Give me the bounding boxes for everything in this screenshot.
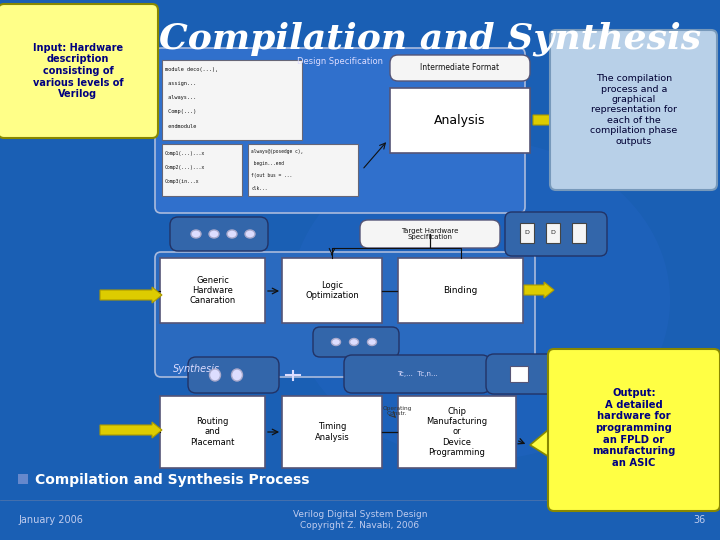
Bar (520, 223, 534, 243)
FancyBboxPatch shape (550, 30, 717, 190)
Text: Comp1(...)...x: Comp1(...)...x (165, 152, 205, 157)
Ellipse shape (232, 369, 243, 381)
Bar (282, 396, 382, 468)
Ellipse shape (245, 230, 255, 238)
FancyBboxPatch shape (188, 357, 279, 393)
Text: f(out bus = ...: f(out bus = ... (251, 173, 292, 179)
Text: Comp(...): Comp(...) (165, 110, 197, 114)
FancyArrow shape (100, 287, 162, 303)
Text: D: D (525, 231, 529, 235)
FancyArrow shape (100, 422, 162, 438)
Ellipse shape (191, 230, 201, 238)
Ellipse shape (210, 369, 220, 381)
Text: Timing
Analysis: Timing Analysis (315, 422, 349, 442)
Text: Comp3(in...x: Comp3(in...x (165, 179, 199, 185)
FancyBboxPatch shape (313, 327, 399, 357)
Text: Intermediate Format: Intermediate Format (420, 64, 500, 72)
Text: begin...end: begin...end (251, 161, 284, 166)
Bar (390, 88, 530, 153)
FancyBboxPatch shape (155, 252, 535, 377)
Ellipse shape (331, 339, 341, 346)
Bar (398, 258, 523, 323)
Text: Tc,...  Tc,n...: Tc,... Tc,n... (397, 371, 437, 377)
Bar (510, 366, 528, 382)
FancyBboxPatch shape (155, 48, 525, 213)
Text: Binding: Binding (444, 286, 477, 295)
Bar (160, 258, 265, 323)
FancyBboxPatch shape (505, 212, 607, 256)
FancyBboxPatch shape (486, 354, 562, 394)
Text: Analysis: Analysis (434, 114, 486, 127)
Text: Generic
Hardware
Canaration: Generic Hardware Canaration (189, 275, 235, 306)
Text: Comp2(...)...x: Comp2(...)...x (165, 165, 205, 171)
Text: always@(posedge c),: always@(posedge c), (251, 150, 303, 154)
Text: January 2006: January 2006 (18, 515, 83, 525)
Text: Operating
Constr.: Operating Constr. (382, 406, 412, 416)
Bar (572, 223, 586, 243)
FancyArrow shape (533, 112, 563, 128)
FancyBboxPatch shape (0, 4, 158, 138)
Text: Chip
Manufacturing
or
Device
Programming: Chip Manufacturing or Device Programming (426, 407, 487, 457)
Text: Output:
A detailed
hardware for
programming
an FPLD or
manufacturing
an ASIC: Output: A detailed hardware for programm… (593, 388, 675, 468)
Text: Logic
Optimization: Logic Optimization (305, 281, 359, 300)
Bar (18, 474, 28, 484)
Text: module deco(...),: module deco(...), (165, 68, 218, 72)
Bar (546, 223, 560, 243)
Text: D: D (551, 231, 555, 235)
Ellipse shape (349, 339, 359, 346)
FancyBboxPatch shape (170, 217, 268, 251)
Ellipse shape (227, 230, 237, 238)
Text: Design Specification: Design Specification (297, 57, 383, 66)
Text: Synthesis: Synthesis (173, 364, 220, 374)
Text: Verilog Digital System Design
Copyright Z. Navabi, 2006: Verilog Digital System Design Copyright … (293, 510, 427, 530)
FancyBboxPatch shape (360, 220, 500, 248)
Ellipse shape (290, 140, 670, 460)
Text: Target Hardware
Specification: Target Hardware Specification (401, 227, 459, 240)
Bar (248, 144, 358, 196)
Bar (162, 144, 242, 196)
Text: assign...: assign... (165, 82, 197, 86)
Text: clk...: clk... (251, 186, 268, 191)
Text: Compilation and Synthesis Process: Compilation and Synthesis Process (35, 473, 310, 487)
Text: always...: always... (165, 96, 197, 100)
Bar (162, 60, 302, 140)
Polygon shape (530, 425, 554, 460)
Text: Routing
and
Placemant: Routing and Placemant (190, 417, 235, 447)
Bar (398, 396, 516, 468)
FancyArrow shape (524, 282, 554, 298)
Bar (282, 258, 382, 323)
Text: endmodule: endmodule (165, 124, 197, 129)
FancyBboxPatch shape (344, 355, 490, 393)
FancyBboxPatch shape (390, 55, 530, 81)
Bar (160, 396, 265, 468)
Text: Compilation and Synthesis: Compilation and Synthesis (159, 22, 701, 57)
Text: Input: Hardware
description
consisting of
various levels of
Verilog: Input: Hardware description consisting o… (32, 43, 123, 99)
Ellipse shape (367, 339, 377, 346)
Text: 36: 36 (694, 515, 706, 525)
FancyBboxPatch shape (548, 349, 720, 511)
Text: The compilation
process and a
graphical
representation for
each of the
compilati: The compilation process and a graphical … (590, 75, 678, 146)
Ellipse shape (209, 230, 219, 238)
